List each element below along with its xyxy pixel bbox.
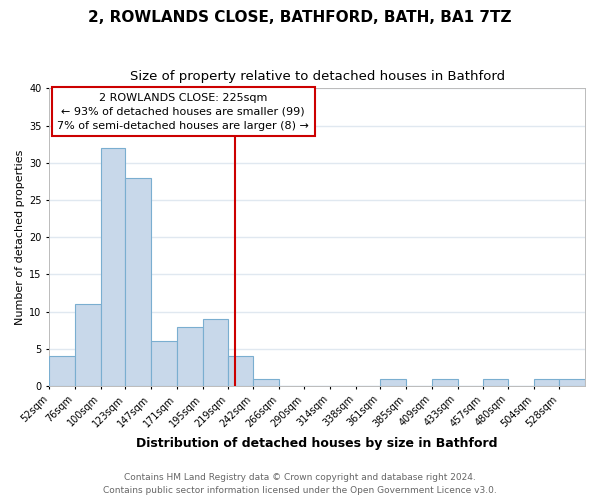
Text: 2 ROWLANDS CLOSE: 225sqm
← 93% of detached houses are smaller (99)
7% of semi-de: 2 ROWLANDS CLOSE: 225sqm ← 93% of detach… [57, 93, 309, 131]
Bar [432, 378, 458, 386]
Bar [380, 378, 406, 386]
Bar [483, 378, 508, 386]
Bar [125, 178, 151, 386]
Bar [559, 378, 585, 386]
Bar [228, 356, 253, 386]
Bar [533, 378, 559, 386]
Title: Size of property relative to detached houses in Bathford: Size of property relative to detached ho… [130, 70, 505, 83]
Y-axis label: Number of detached properties: Number of detached properties [15, 150, 25, 325]
Bar [151, 342, 177, 386]
Bar [101, 148, 125, 386]
Bar [49, 356, 75, 386]
Bar [203, 319, 228, 386]
Bar [75, 304, 101, 386]
Bar [177, 326, 203, 386]
Text: 2, ROWLANDS CLOSE, BATHFORD, BATH, BA1 7TZ: 2, ROWLANDS CLOSE, BATHFORD, BATH, BA1 7… [88, 10, 512, 25]
Text: Contains HM Land Registry data © Crown copyright and database right 2024.
Contai: Contains HM Land Registry data © Crown c… [103, 473, 497, 495]
X-axis label: Distribution of detached houses by size in Bathford: Distribution of detached houses by size … [136, 437, 498, 450]
Bar [253, 378, 278, 386]
